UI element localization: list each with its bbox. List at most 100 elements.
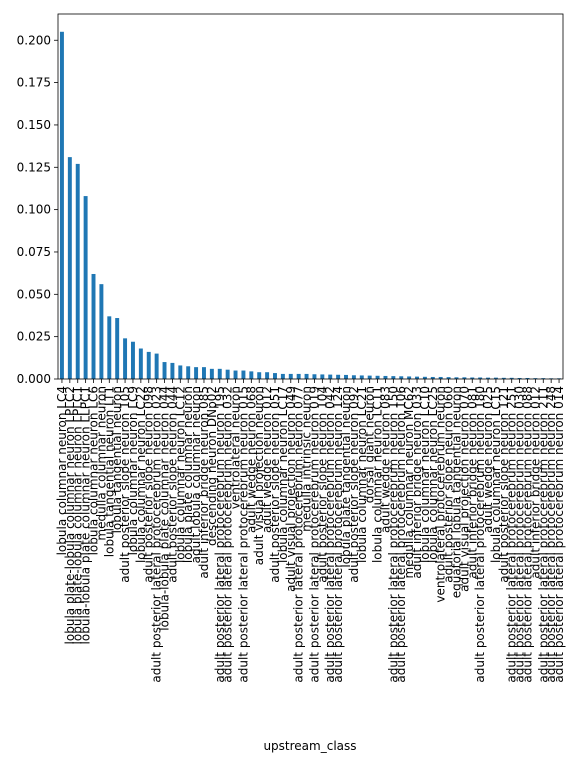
bar bbox=[383, 375, 388, 379]
bar bbox=[186, 366, 191, 379]
y-tick-label: 0.200 bbox=[17, 33, 51, 47]
bar bbox=[525, 377, 530, 379]
x-tick-label: adult wedge neuron 025 bbox=[481, 386, 495, 533]
x-tick-label: adult posterior lateral protocerebrum ne… bbox=[236, 386, 250, 683]
x-tick-label: adult posterior lateral protocerebrum ne… bbox=[386, 386, 400, 683]
bar bbox=[422, 376, 427, 379]
bar bbox=[178, 365, 183, 379]
x-tick-label: adult wedge neuron 068 bbox=[244, 386, 258, 533]
bar bbox=[336, 374, 341, 379]
bar bbox=[241, 370, 246, 379]
x-tick-label: adult inferior bridge neuron 012 bbox=[528, 386, 542, 579]
bar bbox=[312, 374, 317, 379]
bar bbox=[273, 373, 277, 379]
bar bbox=[446, 377, 451, 379]
bar bbox=[194, 367, 199, 379]
x-tick-label: lobula plate-lobula columnar neuron LPLC… bbox=[63, 386, 77, 644]
bar bbox=[391, 376, 396, 379]
x-tick-label: adult posterior lateral protocerebrum ne… bbox=[552, 386, 566, 683]
bar bbox=[470, 377, 475, 379]
x-tick-label: adult posterior slope neuron 044 bbox=[165, 386, 179, 583]
x-tick-label: adult lobula columnar neuron bbox=[189, 386, 203, 563]
bar bbox=[344, 374, 348, 379]
x-tick-label: adult posterior lateral protocerebrum ne… bbox=[473, 386, 487, 683]
bar bbox=[170, 362, 175, 379]
x-tick-label: lobula plate-lobula columnar neuron LPLC… bbox=[71, 386, 85, 644]
y-tick-label: 0.175 bbox=[17, 76, 51, 90]
bar bbox=[130, 341, 135, 379]
x-tick-label: descending neuron DNp02 bbox=[205, 386, 219, 546]
bar bbox=[415, 376, 419, 379]
bar bbox=[462, 377, 467, 379]
bar bbox=[91, 273, 96, 379]
x-tick-label: adult inferior bridge neuron 033 bbox=[410, 386, 424, 579]
x-tick-label: adult wedge neuron 012 bbox=[260, 386, 274, 533]
bar bbox=[478, 377, 483, 379]
x-tick-label: medulla intrinsic neuron bbox=[300, 386, 314, 532]
x-tick-label: lobula tangential neuron bbox=[110, 386, 124, 533]
bar bbox=[304, 373, 309, 379]
bar bbox=[138, 348, 143, 379]
x-tick-label: adult posterior lateral protocerebrum ne… bbox=[544, 386, 558, 683]
bar bbox=[265, 372, 270, 379]
x-tick-label: adult posterior slope neuron 098 bbox=[142, 386, 156, 583]
x-tick-label: adult visual projection neuron 049 bbox=[284, 386, 298, 592]
x-tick-label: adult posterior lateral protocerebrum ne… bbox=[520, 386, 534, 683]
x-tick-label: adult posterior slope neuron 104 bbox=[315, 386, 329, 583]
bar bbox=[454, 377, 459, 379]
y-tick-label: 0.050 bbox=[17, 287, 51, 301]
x-tick-label: adult posterior slope neuron 121 bbox=[497, 386, 511, 583]
x-tick-label: adult posterior slope neuron 060 bbox=[442, 386, 456, 583]
bar bbox=[217, 368, 222, 379]
x-tick-label: adult posterior lateral protocerebrum ne… bbox=[513, 386, 527, 683]
x-tick-label: equatorial lobula tangential neuron bbox=[449, 386, 463, 598]
x-tick-label: lobula columnar neuron LC9 bbox=[126, 386, 140, 555]
y-tick-label: 0.150 bbox=[17, 118, 51, 132]
bar bbox=[328, 374, 333, 379]
x-tick-label: lobula columnar neuron LC15 bbox=[489, 386, 503, 563]
x-tick-label: adult posterior lateral protocerebrum ne… bbox=[331, 386, 345, 683]
x-tick-label: medulla columnar neuron MC62 bbox=[402, 386, 416, 578]
bar bbox=[75, 163, 80, 379]
x-tick-label: adult posterior lateral protocerebrum ne… bbox=[394, 386, 408, 683]
x-tick-label: medulla columnar neuron bbox=[94, 386, 108, 541]
bar bbox=[233, 370, 238, 379]
bar bbox=[99, 284, 104, 379]
x-tick-label: ventrolateral neuron bbox=[229, 386, 243, 509]
x-tick-label: adult inferior bridge neuron 085 bbox=[197, 386, 211, 579]
x-tick-label: lobula columnar neuron LC25 bbox=[426, 386, 440, 563]
bar bbox=[407, 376, 412, 379]
x-tick-label: lobula columnar neuron LC21 bbox=[355, 386, 369, 563]
x-tick-label: lobula plate columnar neuron bbox=[181, 386, 195, 563]
bar bbox=[501, 377, 506, 379]
x-tick-label: adult posterior lateral protocerebrum ne… bbox=[150, 386, 164, 683]
x-tick-label: lobula-lobula plate columnar neuron LLPC… bbox=[79, 386, 93, 644]
bar bbox=[162, 362, 167, 379]
x-tick-label: adult posterior lateral protocerebrum ne… bbox=[323, 386, 337, 683]
bar bbox=[83, 196, 88, 379]
bar bbox=[493, 377, 498, 379]
bar bbox=[59, 31, 64, 380]
y-tick-label: 0.000 bbox=[17, 372, 51, 386]
bar bbox=[209, 368, 214, 379]
x-tick-label: adult visual projection neuron bbox=[252, 386, 266, 565]
bar bbox=[225, 369, 230, 379]
bar bbox=[541, 378, 546, 379]
x-tick-label: adult posterior slope neuron 092 bbox=[347, 386, 361, 583]
x-tick-label: lobula-lobula plate columnar neuron 044 bbox=[158, 386, 172, 631]
bar bbox=[67, 157, 72, 379]
x-tick-label: adult visual projection neuron 070 bbox=[457, 386, 471, 592]
x-tick-label: adult wedge neuron 083 bbox=[378, 386, 392, 533]
bar bbox=[533, 378, 538, 379]
y-tick-label: 0.025 bbox=[17, 330, 51, 344]
x-tick-label: lobula columnar neuron LC17 bbox=[276, 386, 290, 563]
y-tick-label: 0.100 bbox=[17, 203, 51, 217]
x-tick-label: dorsal giant neuron bbox=[363, 386, 377, 503]
bar bbox=[375, 375, 380, 379]
bar bbox=[202, 367, 206, 379]
x-tick-label: adult posterior slope neuron 105 bbox=[118, 386, 132, 583]
x-tick-label: ventrolateral protocerebrum neuron bbox=[434, 386, 448, 603]
x-tick-label: lobula columnar neuron LC10 bbox=[418, 386, 432, 563]
x-tick-label: lobula columnar neuron LC22 bbox=[134, 386, 148, 563]
